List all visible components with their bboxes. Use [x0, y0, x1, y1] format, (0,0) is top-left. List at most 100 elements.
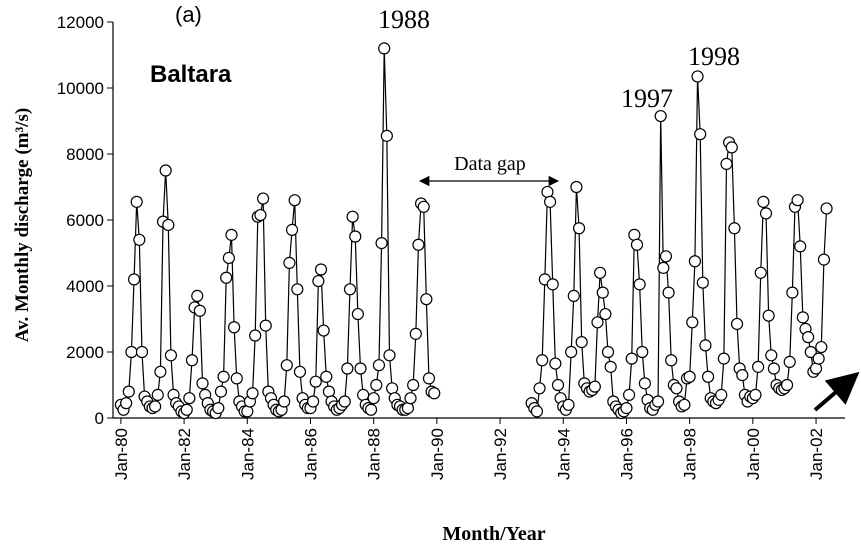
- data-point: [228, 321, 241, 334]
- data-point: [154, 365, 167, 378]
- data-point: [636, 345, 649, 359]
- data-point: [730, 317, 744, 331]
- data-point: [767, 362, 781, 375]
- data-point: [283, 256, 296, 269]
- data-point: [688, 255, 702, 268]
- data-point: [691, 70, 704, 83]
- data-point: [594, 266, 607, 279]
- data-point: [288, 194, 301, 207]
- data-point: [351, 307, 364, 321]
- data-point: [280, 359, 293, 372]
- y-tick-label: 0: [95, 409, 104, 428]
- data-point: [541, 185, 554, 199]
- data-point: [291, 283, 304, 296]
- data-point: [322, 385, 336, 398]
- data-point: [622, 388, 636, 401]
- data-point: [409, 327, 422, 340]
- data-point: [817, 253, 831, 266]
- data-point: [812, 352, 825, 365]
- y-tick-label: 10000: [57, 79, 104, 98]
- data-point: [293, 365, 307, 378]
- data-point: [759, 207, 773, 220]
- data-point: [151, 388, 164, 401]
- data-point: [278, 395, 291, 408]
- data-point: [651, 395, 665, 408]
- data-point: [375, 237, 388, 250]
- data-point: [130, 195, 143, 208]
- x-tick-label: Jan-94: [554, 428, 573, 480]
- data-point: [135, 345, 149, 359]
- annotation: 1988: [378, 5, 430, 34]
- data-point: [320, 370, 333, 383]
- data-point: [372, 359, 386, 372]
- data-point: [715, 388, 728, 401]
- data-point: [407, 378, 420, 392]
- data-point: [683, 370, 696, 383]
- data-point: [127, 273, 141, 286]
- y-tick-label: 12000: [57, 13, 104, 32]
- data-point: [404, 392, 417, 405]
- data-point: [630, 238, 644, 251]
- data-point: [638, 377, 651, 390]
- data-point: [765, 349, 778, 362]
- data-point: [551, 378, 565, 392]
- data-point: [625, 352, 638, 365]
- data-point: [752, 360, 765, 373]
- data-point: [164, 349, 178, 362]
- data-point: [367, 392, 380, 405]
- data-point: [725, 141, 738, 154]
- data-point: [720, 157, 733, 170]
- x-tick-label: Jan-82: [175, 428, 194, 480]
- data-point: [354, 362, 367, 375]
- data-point: [314, 263, 328, 276]
- annotation: 1997: [621, 84, 673, 113]
- data-point: [717, 352, 730, 365]
- data-point: [530, 405, 544, 418]
- data-point: [307, 395, 320, 408]
- data-point: [820, 202, 833, 215]
- x-tick-label: Jan-96: [617, 428, 636, 480]
- data-point: [249, 329, 262, 342]
- data-point: [357, 388, 370, 401]
- data-point: [196, 377, 209, 390]
- data-point: [378, 42, 391, 55]
- x-tick-label: Jan-92: [491, 428, 510, 480]
- data-point: [549, 357, 562, 370]
- data-point: [604, 360, 617, 373]
- data-point: [701, 370, 715, 383]
- data-point: [220, 271, 233, 284]
- data-point: [180, 403, 193, 416]
- data-point: [536, 354, 549, 367]
- data-point: [565, 345, 578, 359]
- x-tick-label: Jan-00: [744, 428, 763, 480]
- y-axis-title: Av. Monthly discharge (m³/s): [12, 108, 33, 342]
- data-point: [120, 397, 133, 410]
- data-point: [241, 405, 254, 418]
- data-point: [736, 369, 749, 382]
- data-point: [222, 251, 235, 265]
- y-tick-label: 8000: [66, 145, 104, 164]
- data-point: [804, 345, 817, 359]
- x-tick-label: Jan-98: [681, 428, 700, 480]
- data-point: [420, 293, 433, 306]
- data-point: [601, 345, 615, 359]
- data-point: [401, 402, 415, 415]
- data-point: [665, 354, 678, 367]
- data-point: [678, 398, 691, 411]
- data-point: [546, 278, 559, 291]
- panel-label: (a): [175, 2, 202, 27]
- data-point: [696, 276, 709, 289]
- data-point: [780, 378, 794, 392]
- data-point: [633, 278, 646, 291]
- data-point: [572, 222, 586, 235]
- data-point: [383, 349, 396, 362]
- y-tick-label: 6000: [66, 211, 104, 230]
- data-point: [285, 223, 299, 236]
- annotation: Data gap: [454, 153, 526, 175]
- x-tick-label: Jan-88: [365, 428, 384, 480]
- x-axis-title: Month/Year: [442, 523, 545, 545]
- data-point: [122, 385, 135, 398]
- data-point: [259, 319, 272, 332]
- x-tick-label: Jan-84: [238, 428, 257, 480]
